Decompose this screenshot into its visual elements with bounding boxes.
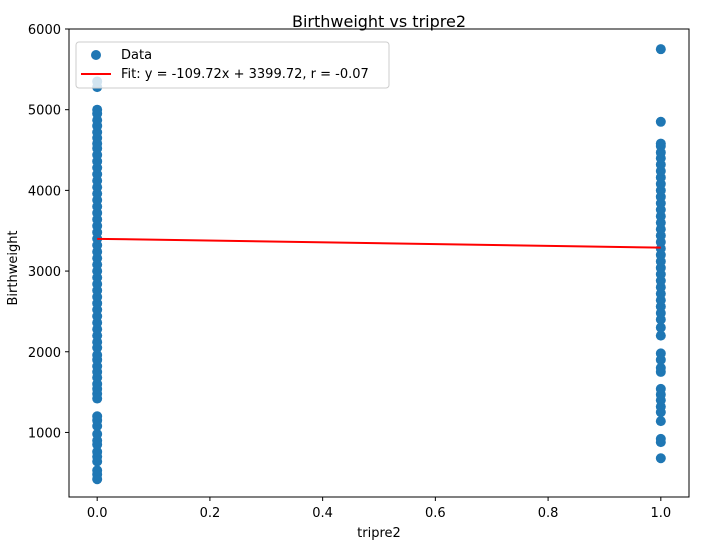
y-tick-label: 5000 (28, 104, 61, 119)
x-axis-label: tripre2 (357, 526, 401, 541)
fit-line (97, 237, 661, 249)
legend-fit-label: Fit: y = -109.72x + 3399.72, r = -0.07 (121, 67, 369, 82)
data-point (92, 429, 103, 440)
data-point (655, 348, 666, 359)
data-point (92, 465, 103, 476)
y-axis-label: Birthweight (6, 230, 21, 305)
x-tick-label: 0.8 (538, 506, 559, 521)
chart-title: Birthweight vs tripre2 (292, 12, 466, 31)
x-tick-label: 0.6 (425, 506, 446, 521)
data-point (92, 349, 103, 360)
data-point (92, 446, 103, 457)
data-point (655, 453, 666, 464)
data-point (655, 433, 666, 444)
data-point (92, 104, 103, 115)
y-tick-label: 2000 (28, 346, 61, 361)
x-tick-label: 0.0 (87, 506, 108, 521)
legend: Data Fit: y = -109.72x + 3399.72, r = -0… (75, 41, 390, 89)
legend-data-label: Data (121, 48, 152, 63)
plot-area (92, 44, 666, 485)
y-axis: 1000 2000 3000 4000 5000 6000 (28, 23, 69, 441)
data-point (655, 322, 666, 333)
x-tick-label: 1.0 (650, 506, 671, 521)
data-point (655, 330, 666, 341)
data-point (655, 44, 666, 55)
y-tick-label: 4000 (28, 184, 61, 199)
x-tick-label: 0.4 (312, 506, 333, 521)
data-point (92, 411, 103, 422)
axes-frame (68, 28, 690, 498)
x-tick-label: 0.2 (200, 506, 221, 521)
x-axis: 0.0 0.2 0.4 0.6 0.8 1.0 (87, 497, 671, 521)
y-tick-label: 6000 (28, 23, 61, 38)
legend-data-marker (91, 50, 101, 60)
legend-box (75, 41, 390, 89)
data-point (655, 116, 666, 127)
data-point (655, 416, 666, 427)
data-point (655, 138, 666, 149)
data-point (655, 362, 666, 373)
y-tick-label: 1000 (28, 426, 61, 441)
y-tick-label: 3000 (28, 265, 61, 280)
data-point (655, 383, 666, 394)
